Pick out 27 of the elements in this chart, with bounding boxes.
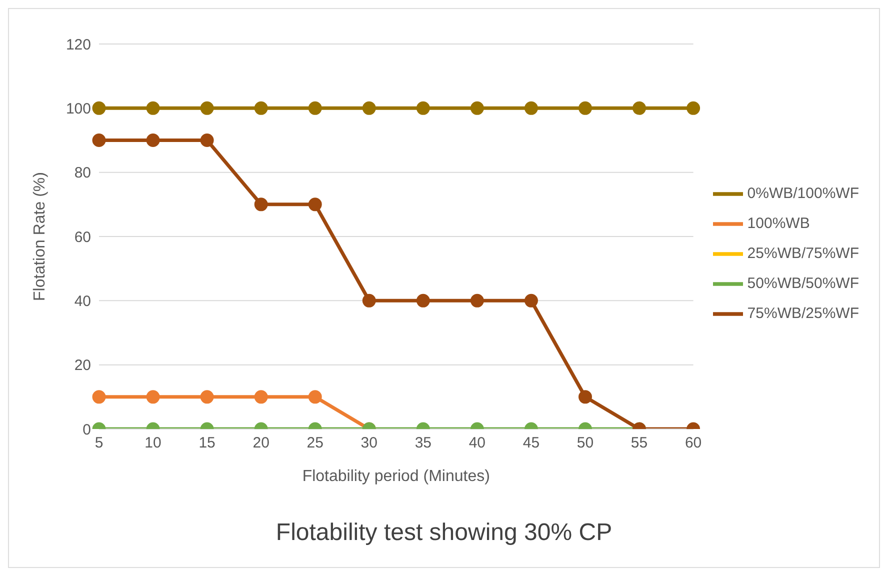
x-tick-label: 60: [684, 434, 702, 452]
y-tick-label: 80: [74, 164, 91, 182]
y-tick-label: 0: [82, 421, 91, 438]
x-tick-label: 5: [94, 434, 104, 452]
x-tick-label: 15: [198, 434, 216, 452]
y-tick-label: 100: [66, 100, 91, 118]
y-tick-label: 120: [66, 36, 91, 54]
x-axis-title: Flotability period (Minutes): [302, 468, 490, 485]
x-tick-label: 30: [360, 434, 378, 452]
y-axis-title: Flotation Rate (%): [32, 172, 49, 301]
x-tick-label: 25: [306, 434, 324, 452]
legend-label: 100%WB: [747, 214, 810, 232]
x-tick-label: 45: [522, 434, 540, 452]
y-tick-label: 40: [74, 292, 91, 310]
y-tick-label: 20: [74, 357, 91, 374]
x-tick-label: 10: [144, 434, 162, 452]
x-tick-label: 55: [630, 434, 648, 452]
legend-label: 25%WB/75%WF: [747, 244, 859, 262]
text: Flotability test showing 30% CP: [274, 519, 614, 547]
x-tick-label: 50: [576, 434, 594, 452]
x-tick-label: 40: [468, 434, 486, 452]
x-tick-label: 20: [252, 434, 270, 452]
y-tick-label: 60: [74, 228, 91, 246]
x-tick-label: 35: [414, 434, 432, 452]
legend-label: 0%WB/100%WF: [747, 184, 859, 202]
legend-label: 50%WB/50%WF: [747, 275, 859, 292]
legend-label: 75%WB/25%WF: [747, 305, 859, 322]
